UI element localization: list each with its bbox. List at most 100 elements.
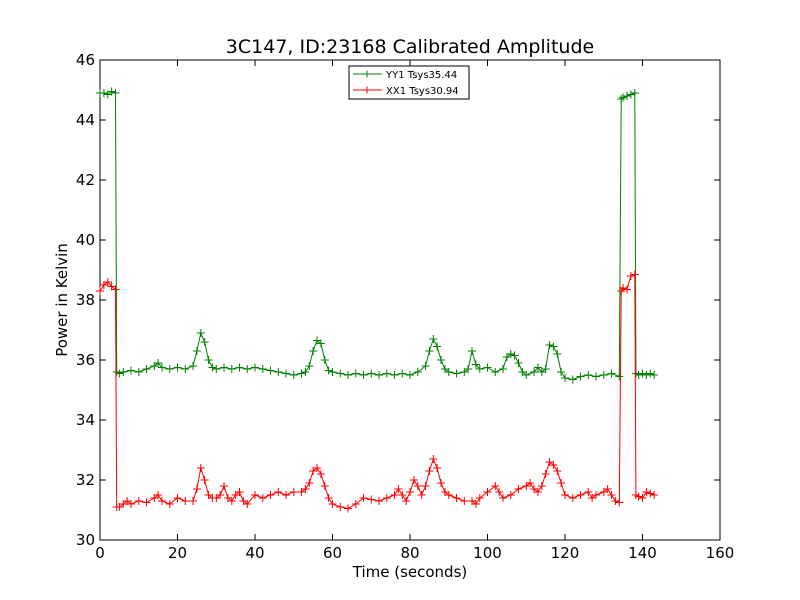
series-0-point-63	[464, 365, 473, 373]
series-0-point-47	[367, 369, 376, 378]
series-1-point-78	[499, 494, 507, 502]
series-1-point-4	[111, 285, 120, 294]
series-0-point-27	[243, 365, 252, 373]
series-1-point-100	[611, 497, 620, 505]
x-tick-label: 100	[473, 544, 502, 562]
x-tick-label: 160	[706, 544, 735, 562]
series-1-point-35	[266, 491, 275, 499]
series-0-point-86	[576, 372, 585, 381]
series-0-point-92	[617, 95, 626, 103]
x-tick-label: 20	[168, 544, 187, 562]
series-1-point-76	[491, 482, 500, 490]
series-0-point-73	[514, 359, 523, 367]
legend-entry-xx1: XX1 Tsys30.94	[353, 86, 459, 97]
series-1-point-109	[638, 494, 647, 502]
ticks-layer: 0 20 40 60 80 100 120 140 160 30 32 34 36 38 40 42 44 46	[76, 51, 734, 562]
x-tick-label: 80	[400, 544, 419, 562]
series-0-point-31	[274, 368, 283, 376]
plot-frame	[99, 59, 721, 541]
series-0-point-50	[390, 371, 399, 379]
series-1-point-86	[541, 470, 550, 478]
series-1-point-106	[630, 270, 639, 279]
plot-area: 0 20 40 60 80 100 120 140 160 30 32 34 36 38 40 42 44 46	[76, 51, 734, 562]
series-0-point-10	[142, 365, 151, 373]
series-0-point-51	[398, 369, 407, 378]
series-0-point-76	[530, 368, 538, 376]
series-0-point-87	[584, 371, 593, 379]
series-0-point-14	[165, 365, 174, 373]
series-0-point-64	[468, 347, 476, 355]
series-0-point-65	[471, 360, 480, 369]
x-tick-label: 120	[551, 544, 580, 562]
series-0-point-16	[181, 365, 190, 373]
series-0-point-26	[235, 363, 244, 372]
legend-box	[348, 65, 470, 100]
series-1-point-108	[634, 492, 643, 501]
series-1-point-48	[336, 503, 345, 511]
series-1-point-71	[460, 497, 469, 505]
series-0-point-39	[316, 339, 325, 348]
series-1-point-98	[603, 485, 612, 493]
series-1-point-11	[142, 498, 151, 507]
series-0-point-25	[227, 365, 236, 373]
series-0-point-4	[111, 89, 120, 97]
series-1-point-61	[413, 482, 422, 490]
series-0-point-15	[173, 363, 182, 372]
series-1-point-70	[452, 494, 461, 502]
series-0-point-80	[545, 341, 554, 349]
series-1-point-14	[158, 497, 166, 505]
legend-label-xx1: XX1 Tsys30.94	[386, 86, 459, 97]
series-1-point-63	[421, 482, 430, 490]
series-0-point-79	[541, 365, 550, 373]
x-tick-label: 140	[628, 544, 657, 562]
y-tick-label: 40	[76, 231, 95, 249]
series-0-point-84	[561, 374, 569, 382]
legend-marker-yy1	[363, 70, 371, 78]
series-0-point-46	[359, 371, 368, 379]
series-1-point-45	[320, 482, 329, 490]
series-0-point-13	[158, 363, 166, 372]
series-1-point-69	[444, 491, 453, 499]
series-0-point-24	[220, 363, 228, 372]
series-0-point-99	[638, 369, 647, 378]
series-0-point-49	[382, 369, 391, 378]
series-1-point-112	[650, 491, 659, 499]
series-1-point-2	[103, 278, 112, 286]
series-1-point-73	[471, 500, 480, 508]
series-1-point-10	[134, 497, 143, 505]
series-1-point-30	[235, 488, 244, 496]
series-1-point-67	[437, 479, 445, 487]
series-1-point-33	[251, 491, 259, 499]
series-0-point-101	[646, 369, 655, 378]
legend-marker-xx1	[363, 86, 371, 94]
series-1-point-65	[429, 455, 438, 463]
series-1-point-53	[375, 497, 383, 505]
series-1-point-34	[258, 494, 267, 502]
series-0-point-83	[557, 368, 566, 376]
series-1-point-44	[316, 470, 325, 478]
series-0-point-54	[421, 362, 430, 370]
series-1-point-37	[282, 491, 290, 499]
series-1-point-17	[181, 497, 190, 505]
series-0-point-96	[630, 89, 639, 97]
series-0-point-81	[549, 342, 558, 351]
series-0-point-77	[533, 363, 542, 372]
series-1-point-15	[165, 500, 174, 508]
series-0-point-1	[99, 89, 108, 97]
series-1-point-55	[390, 491, 399, 499]
series-1-point-50	[351, 500, 360, 508]
series-1-point-52	[367, 495, 376, 504]
y-tick-label: 46	[76, 51, 95, 69]
series-0-point-55	[425, 347, 434, 355]
series-1-point-47	[328, 500, 337, 508]
series-0-point-82	[553, 350, 562, 358]
series-0-point-89	[599, 371, 608, 379]
series-0-point-72	[510, 351, 519, 360]
series-1-point-75	[483, 488, 492, 496]
series-1-point-36	[274, 488, 283, 496]
series-1-point-26	[220, 482, 228, 490]
series-1-point-93	[576, 491, 585, 499]
series-0-point-102	[650, 371, 659, 379]
series-0-point-8	[127, 366, 135, 375]
series-0-point-23	[212, 365, 221, 373]
